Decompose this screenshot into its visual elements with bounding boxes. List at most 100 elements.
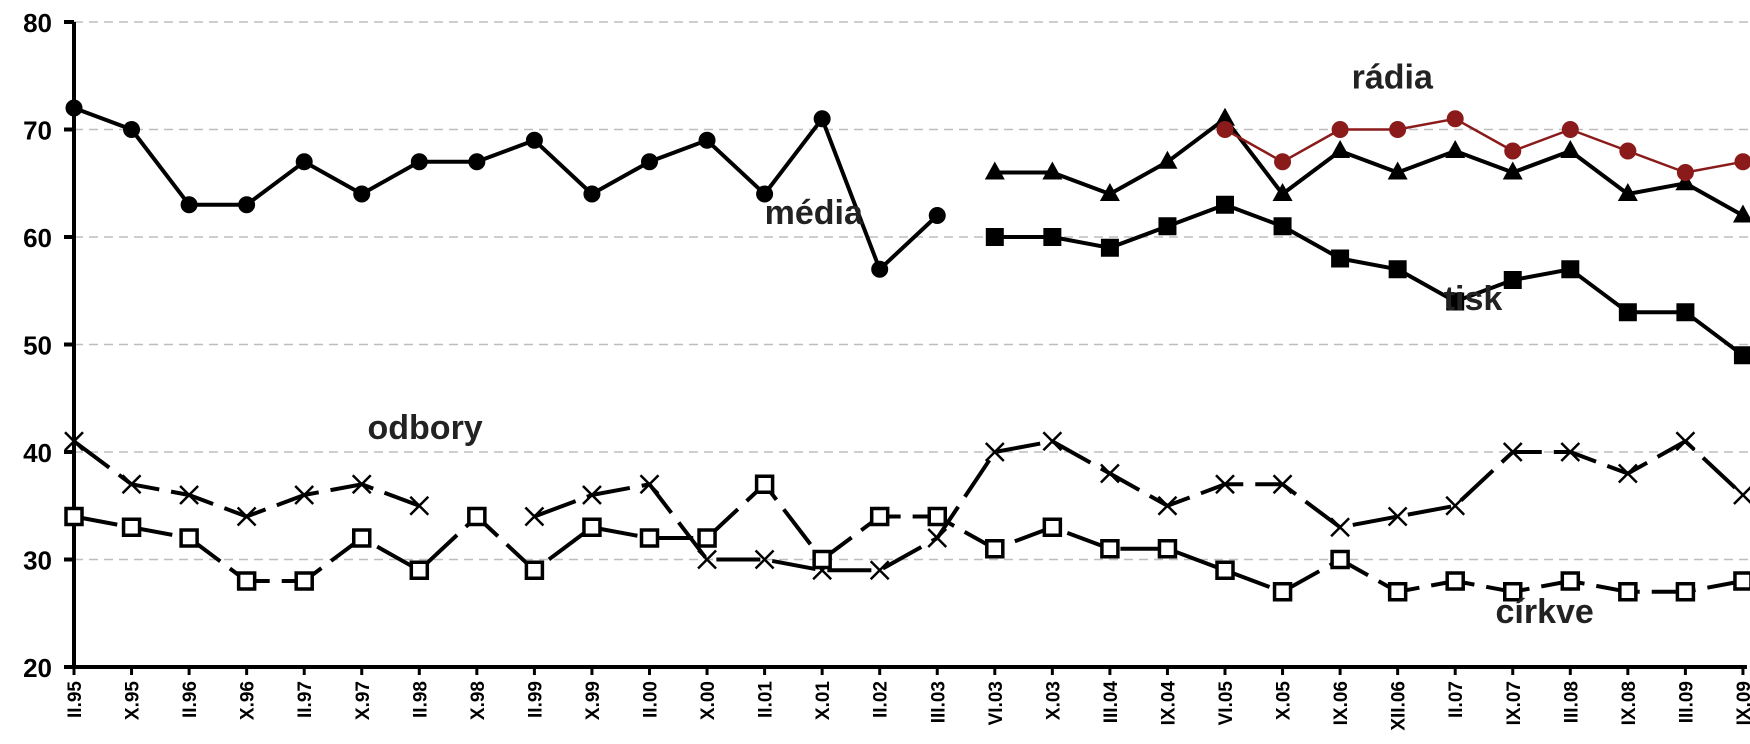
series-line — [994, 202, 1745, 357]
data-point — [1330, 549, 1350, 570]
data-point — [813, 110, 831, 128]
x-tick-label: X.96 — [238, 681, 259, 720]
x-tick-label: X.01 — [813, 681, 834, 721]
data-point — [1504, 142, 1522, 160]
x-tick-label: II.95 — [65, 681, 86, 718]
data-point — [1272, 474, 1293, 495]
data-point — [352, 528, 372, 548]
x-tick-label: II.99 — [525, 681, 546, 718]
data-point — [524, 560, 545, 580]
y-tick-label: 70 — [23, 116, 52, 146]
data-point — [236, 571, 257, 591]
data-point — [121, 517, 142, 537]
y-tick-label: 40 — [23, 438, 52, 468]
data-point — [1387, 582, 1408, 602]
data-point — [984, 442, 1005, 462]
x-tick-label: VI.03 — [986, 681, 1007, 725]
data-point — [236, 506, 257, 527]
data-point — [1675, 431, 1696, 452]
data-point — [1675, 172, 1696, 191]
y-tick-label: 50 — [23, 331, 52, 361]
data-point — [65, 99, 83, 117]
data-point — [351, 474, 372, 495]
data-point — [1273, 217, 1292, 236]
data-point — [869, 560, 890, 581]
data-point — [1675, 582, 1696, 602]
x-tick-label: II.02 — [871, 681, 892, 718]
data-point — [410, 153, 428, 171]
data-point — [928, 207, 946, 224]
data-point — [1331, 249, 1350, 268]
data-point — [1042, 161, 1063, 180]
x-tick-label: II.96 — [180, 681, 201, 718]
data-point — [1734, 153, 1750, 171]
y-tick-label: 20 — [23, 653, 52, 683]
data-point — [1157, 539, 1178, 559]
data-point — [1042, 431, 1063, 452]
data-point — [1503, 582, 1523, 602]
data-point — [1561, 260, 1580, 279]
data-point — [295, 153, 313, 171]
data-point — [1216, 195, 1234, 214]
series-label: média — [765, 194, 864, 232]
x-tick-label: X.03 — [1043, 681, 1064, 720]
series-line — [533, 439, 1745, 573]
data-point — [1331, 121, 1349, 138]
data-point — [1560, 140, 1581, 158]
data-point — [238, 196, 256, 214]
data-point — [1676, 164, 1694, 181]
x-tick-label: III.04 — [1101, 681, 1122, 724]
data-point — [1387, 161, 1408, 180]
data-point — [121, 474, 142, 495]
data-point — [583, 185, 601, 203]
x-tick-label: X.99 — [583, 681, 604, 720]
x-tick-label: VI.05 — [1216, 681, 1237, 726]
series-label: tisk — [1444, 280, 1503, 318]
data-point — [1733, 571, 1750, 591]
data-point — [468, 153, 486, 171]
series-line — [1224, 117, 1744, 174]
data-point — [123, 121, 141, 138]
data-point — [984, 161, 1005, 180]
data-point — [1215, 107, 1235, 126]
series-line — [73, 482, 1744, 594]
data-point — [1560, 571, 1581, 591]
data-point — [1617, 463, 1638, 484]
data-point — [1618, 582, 1638, 602]
series-line — [994, 116, 1744, 218]
data-point — [1387, 506, 1408, 527]
data-point — [1330, 140, 1351, 158]
data-point — [64, 431, 84, 452]
data-point — [1100, 463, 1120, 484]
x-tick-label: X.05 — [1274, 681, 1295, 721]
data-point — [1733, 346, 1750, 365]
data-point — [64, 506, 84, 527]
series-label: odbory — [368, 409, 483, 447]
x-tick-label: IX.07 — [1504, 681, 1525, 725]
data-point — [927, 528, 948, 548]
data-point — [1388, 260, 1407, 279]
data-point — [754, 549, 775, 570]
data-point — [1503, 271, 1522, 289]
x-tick-label: II.97 — [295, 681, 316, 718]
data-point — [698, 131, 716, 149]
data-point — [1042, 517, 1063, 537]
data-point — [1445, 140, 1466, 158]
data-point — [1445, 495, 1466, 516]
data-point — [179, 485, 199, 505]
x-tick-label: IX.06 — [1331, 681, 1352, 725]
y-tick-label: 30 — [23, 546, 52, 576]
data-point — [1157, 495, 1178, 516]
data-point — [927, 506, 947, 527]
data-point — [985, 539, 1005, 559]
y-tick-label: 80 — [23, 8, 52, 38]
data-point — [1732, 204, 1750, 223]
data-point — [697, 549, 717, 570]
data-point — [639, 528, 660, 548]
data-point — [697, 528, 717, 548]
x-tick-label: XII.06 — [1389, 681, 1410, 731]
x-tick-label: II.00 — [641, 681, 662, 718]
data-point — [1502, 442, 1523, 462]
data-point — [1560, 442, 1581, 462]
